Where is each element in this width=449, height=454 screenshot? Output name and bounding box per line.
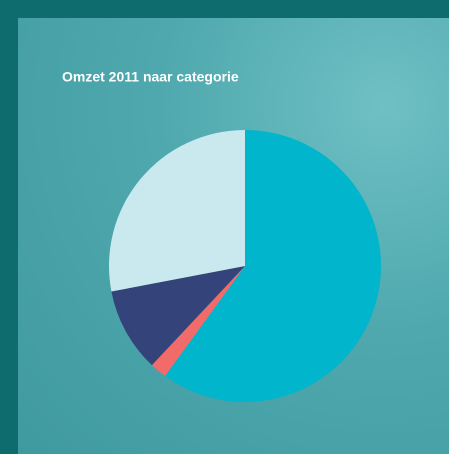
chart-title: Omzet 2011 naar categorie <box>62 69 239 85</box>
pie-slice <box>165 130 381 402</box>
pie-slice <box>108 130 245 292</box>
pie-slice <box>151 266 245 377</box>
pie-slice <box>111 266 245 366</box>
